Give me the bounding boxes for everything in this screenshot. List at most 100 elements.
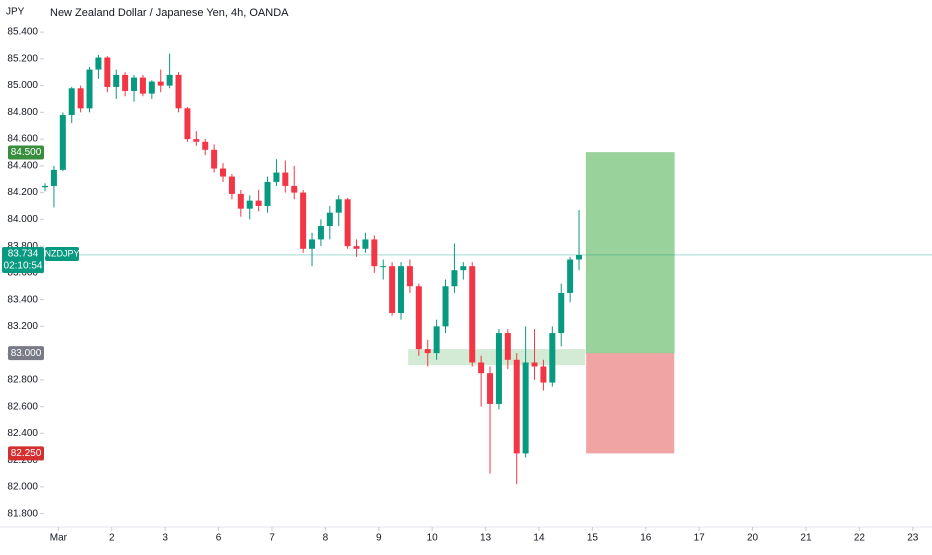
candle-body [424, 349, 431, 354]
candle-body [211, 149, 218, 169]
chart-title: New Zealand Dollar / Japanese Yen, 4h, O… [50, 7, 289, 19]
candle-body [478, 362, 485, 374]
candle-body [184, 108, 191, 140]
candle-body [202, 141, 209, 150]
candle-body [317, 226, 324, 240]
candle-body [371, 239, 378, 267]
candle-body [264, 181, 271, 206]
candle-body [255, 200, 262, 206]
entry-price-label: 83.000 [11, 348, 42, 359]
target-price-label: 84.500 [11, 147, 42, 158]
loss-zone [586, 353, 675, 454]
candle-body [487, 373, 494, 404]
candle-body [540, 366, 547, 383]
x-tick-label: 23 [907, 533, 919, 544]
y-tick-label: 84.400 [7, 160, 38, 171]
target-price-box [8, 145, 44, 160]
y-tick-label: 85.000 [7, 80, 38, 91]
x-tick-label: Mar [50, 533, 68, 544]
candle-body [406, 266, 413, 287]
candle-body [139, 77, 146, 94]
candle-body [380, 266, 387, 268]
symbol-box [45, 246, 79, 261]
y-tick-label: 83.800 [7, 241, 38, 252]
candle-body [567, 259, 574, 293]
x-tick-label: 14 [533, 533, 545, 544]
y-tick-label: 83.600 [7, 268, 38, 279]
candle-body [513, 359, 520, 454]
profit-zone [585, 152, 675, 354]
candle-body [442, 286, 449, 327]
x-tick-label: 2 [109, 533, 115, 544]
x-tick-label: 10 [427, 533, 439, 544]
candle-body [104, 57, 111, 87]
y-tick-label: 82.800 [7, 375, 38, 386]
candle-body [273, 172, 280, 182]
candle-body [220, 168, 227, 177]
candle-body [549, 333, 556, 383]
x-tick-label: 20 [747, 533, 759, 544]
candle-body [237, 193, 244, 209]
candle-body [122, 74, 129, 91]
candle-body [326, 212, 333, 227]
candle-body [131, 77, 138, 91]
candle-body [415, 286, 422, 350]
countdown: 02:10:54 [4, 261, 43, 272]
candle-body [50, 169, 57, 186]
candle-body [175, 74, 182, 109]
y-tick-label: 84.200 [7, 187, 38, 198]
candle-body [469, 266, 476, 363]
y-tick-label: 83.400 [7, 294, 38, 305]
candle-body [335, 199, 342, 213]
current-price-box [2, 246, 44, 273]
candle-body [77, 88, 84, 109]
candle-body [68, 88, 75, 116]
y-tick-label: 84.000 [7, 214, 38, 225]
symbol-label: NZDJPY [44, 248, 79, 258]
candle-body [157, 81, 164, 86]
candle-body [495, 333, 502, 404]
x-tick-label: 21 [800, 533, 812, 544]
current-price-label: 83.734 [8, 249, 39, 260]
x-tick-label: 13 [480, 533, 492, 544]
y-tick-label: 82.000 [7, 482, 38, 493]
candle-body [166, 74, 173, 86]
candle-body [282, 172, 289, 186]
stop-price-label: 82.250 [11, 448, 42, 459]
y-tick-label: 82.400 [7, 428, 38, 439]
candle-body [246, 200, 253, 209]
candle-body [433, 326, 440, 354]
y-tick-label: 82.600 [7, 401, 38, 412]
candle-body [558, 292, 565, 334]
candle-body [42, 185, 49, 188]
candle-body [362, 239, 369, 249]
y-tick-label: 85.400 [7, 27, 38, 38]
x-tick-label: 15 [587, 533, 599, 544]
x-tick-label: 7 [269, 533, 275, 544]
candle-body [148, 81, 155, 94]
y-tick-label: 84.600 [7, 134, 38, 145]
candle-body [228, 176, 235, 194]
candle-body [398, 266, 405, 313]
candle-body [531, 362, 538, 367]
y-tick-label: 83.200 [7, 321, 38, 332]
candle-body [344, 199, 351, 247]
y-tick-label: 84.800 [7, 107, 38, 118]
candle-body [291, 185, 298, 193]
stop-price-box [8, 446, 44, 461]
x-tick-label: 3 [162, 533, 168, 544]
candle-body [300, 192, 307, 249]
candle-body [309, 239, 316, 249]
candle-body [59, 115, 66, 170]
y-tick-label: 85.200 [7, 53, 38, 64]
candle-body [504, 333, 511, 360]
x-tick-label: 22 [854, 533, 866, 544]
candle-body [353, 246, 360, 249]
x-tick-label: 8 [323, 533, 329, 544]
entry-price-box [8, 346, 44, 361]
candle-body [460, 266, 467, 271]
candle-body [522, 362, 529, 454]
y-tick-label: 81.800 [7, 508, 38, 519]
x-tick-label: 17 [694, 533, 706, 544]
